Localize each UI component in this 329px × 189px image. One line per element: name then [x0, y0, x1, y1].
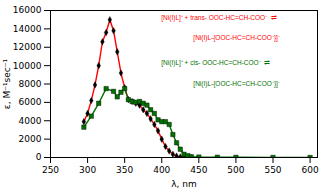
svg-text:ε, M⁻¹sec⁻¹: ε, M⁻¹sec⁻¹ [2, 58, 12, 109]
svg-text:400: 400 [153, 165, 170, 175]
svg-text:[Ni(I)L]⁺ + cis- OOC-HC=CH-COO: [Ni(I)L]⁺ + cis- OOC-HC=CH-COO⁻ ⇌ [161, 59, 270, 67]
svg-text:250: 250 [42, 165, 59, 175]
svg-text:[Ni(I)L-{OOC-HC=CH-COO⁻}]⁻: [Ni(I)L-{OOC-HC=CH-COO⁻}]⁻ [193, 80, 280, 88]
svg-text:[Ni(I)L-{OOC-HC=CH-COO⁻}]⁻: [Ni(I)L-{OOC-HC=CH-COO⁻}]⁻ [193, 34, 280, 42]
svg-text:14000: 14000 [13, 24, 42, 34]
svg-text:10000: 10000 [13, 61, 42, 71]
svg-text:4000: 4000 [19, 116, 42, 126]
svg-text:600: 600 [301, 165, 318, 175]
svg-text:350: 350 [116, 165, 133, 175]
svg-text:0: 0 [36, 152, 42, 162]
svg-text:λ, nm: λ, nm [171, 179, 197, 189]
svg-text:500: 500 [227, 165, 244, 175]
svg-text:[Ni(I)L]⁺ + trans- OOC-HC=CH-C: [Ni(I)L]⁺ + trans- OOC-HC=CH-COO⁻ ⇌ [161, 14, 276, 22]
svg-text:450: 450 [190, 165, 207, 175]
svg-text:6000: 6000 [19, 97, 42, 107]
svg-text:300: 300 [79, 165, 96, 175]
svg-text:550: 550 [264, 165, 281, 175]
svg-text:16000: 16000 [13, 5, 42, 15]
svg-text:8000: 8000 [19, 79, 42, 89]
svg-text:12000: 12000 [13, 42, 42, 52]
svg-text:2000: 2000 [19, 134, 42, 144]
